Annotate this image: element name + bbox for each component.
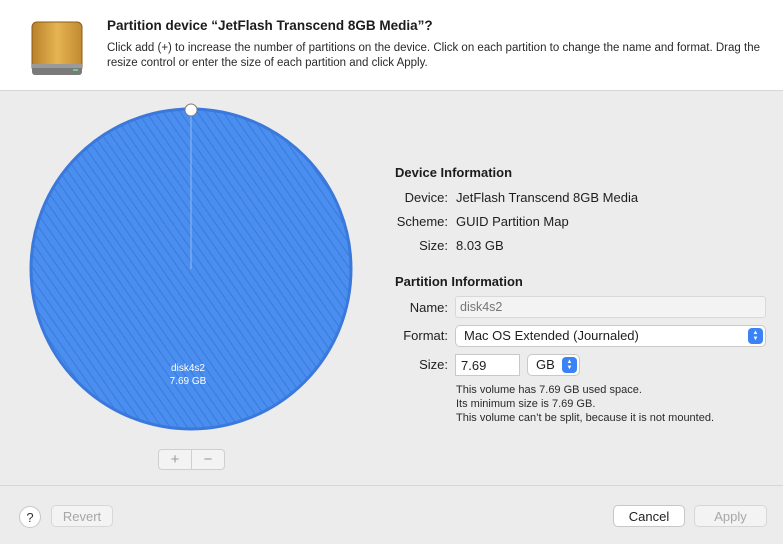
device-value: JetFlash Transcend 8GB Media [456,190,639,205]
chevron-updown-icon: ▲ ▼ [562,357,577,373]
add-partition-button[interactable]: + [159,450,192,469]
size-label: Size: [419,357,448,372]
resize-handle[interactable] [184,103,198,117]
dialog-header: Partition device “JetFlash Transcend 8GB… [0,0,783,91]
partition-panel: disk4s2 7.69 GB + − Device Information D… [0,91,783,485]
size-unit-value: GB [536,357,555,372]
device-label: Device: [404,190,448,205]
dialog-description: Click add (+) to increase the number of … [107,42,760,69]
partition-pie-chart[interactable]: disk4s2 7.69 GB [28,103,356,431]
remove-partition-button[interactable]: − [203,451,213,468]
split-note: This volume can’t be split, because it i… [456,412,715,424]
external-drive-icon [31,21,83,75]
format-value: Mac OS Extended (Journaled) [464,328,639,343]
revert-button[interactable]: Revert [51,505,113,527]
partition-info-heading: Partition Information [395,274,523,289]
chevron-updown-icon: ▲ ▼ [748,328,763,344]
help-button[interactable]: ? [19,506,41,528]
add-remove-control: + − [158,449,225,470]
partition-slice-size: 7.69 GB [169,376,207,387]
minimum-size-note: Its minimum size is 7.69 GB. [456,398,596,410]
device-size-label: Size: [419,238,448,253]
dialog-title: Partition device “JetFlash Transcend 8GB… [107,18,433,33]
partition-slice-name: disk4s2 [171,363,205,374]
partition-size-field[interactable] [455,354,520,376]
used-space-note: This volume has 7.69 GB used space. [456,384,642,396]
name-label: Name: [409,300,448,315]
partition-pie-svg [29,103,353,431]
size-unit-select[interactable]: GB ▲ ▼ [527,354,580,376]
device-size-value: 8.03 GB [456,238,504,253]
scheme-label: Scheme: [396,214,448,229]
format-select[interactable]: Mac OS Extended (Journaled) ▲ ▼ [455,325,766,347]
partition-slice-label: disk4s2 7.69 GB [163,362,213,388]
partition-name-field[interactable] [455,296,766,318]
format-label: Format: [403,328,448,343]
scheme-value: GUID Partition Map [456,214,569,229]
apply-button[interactable]: Apply [694,505,767,527]
cancel-button[interactable]: Cancel [613,505,685,527]
device-info-heading: Device Information [395,165,513,180]
dialog-footer: ? Revert Cancel Apply [0,485,783,544]
